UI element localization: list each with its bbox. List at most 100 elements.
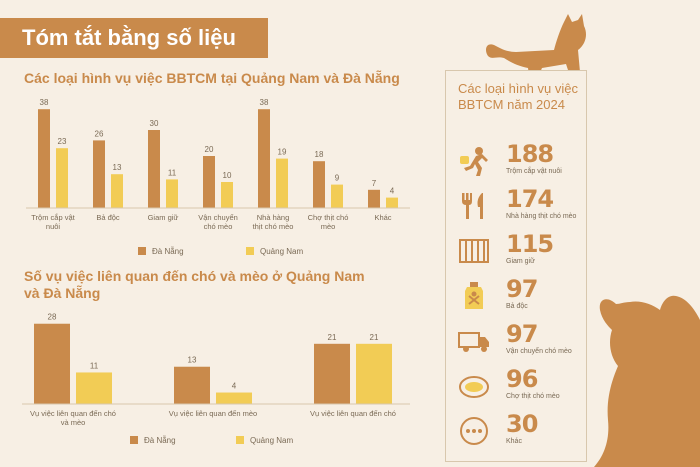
legend-swatch xyxy=(130,436,138,444)
data-label: 13 xyxy=(188,356,197,365)
data-label: 11 xyxy=(90,361,99,370)
category-label: Vụ việc liên quan đến chó xyxy=(310,409,396,418)
stat-label: Trộm cắp vật nuôi xyxy=(506,168,562,175)
chart2-title: Số vụ việc liên quan đến chó và mèo ở Qu… xyxy=(24,268,365,301)
stat-value: 115 xyxy=(506,230,554,258)
category-label: Giam giữ xyxy=(148,213,179,222)
stat-label: Chợ thịt chó mèo xyxy=(506,393,560,400)
more-dots-icon xyxy=(458,416,490,446)
stat-item: 30 Khác xyxy=(446,410,588,464)
legend-swatch xyxy=(246,247,254,255)
data-label: 26 xyxy=(95,129,104,138)
category-label: Vụ việc liên quan đến mèo xyxy=(169,409,257,418)
category-label: Khác xyxy=(374,213,391,222)
bar-1-0-0 xyxy=(38,109,50,208)
cat-silhouette-icon xyxy=(486,14,586,82)
stat-item: 174 Nhà hàng thịt chó mèo xyxy=(446,185,588,239)
bar-2-0-0 xyxy=(34,323,70,404)
bar-2-1-1 xyxy=(216,392,252,404)
stat-value: 97 xyxy=(506,320,538,348)
data-label: 38 xyxy=(260,98,269,107)
bar-1-0-1 xyxy=(56,148,68,208)
category-label: Trộm cắp vật xyxy=(31,213,75,222)
stat-value: 188 xyxy=(506,140,554,168)
data-label: 4 xyxy=(390,187,395,196)
data-label: 18 xyxy=(315,150,324,159)
stat-item: 96 Chợ thịt chó mèo xyxy=(446,365,588,419)
category-label: nuôi xyxy=(46,222,61,231)
stat-value: 97 xyxy=(506,275,538,303)
fork-knife-icon xyxy=(458,191,490,221)
stat-label: Giam giữ xyxy=(506,258,535,265)
dog-silhouette-icon xyxy=(594,295,700,467)
category-label: Vận chuyển xyxy=(198,213,238,222)
category-label: Bả độc xyxy=(96,213,120,222)
data-label: 7 xyxy=(372,179,377,188)
bar-1-4-1 xyxy=(276,158,288,208)
data-label: 23 xyxy=(58,137,67,146)
category-label: mèo xyxy=(321,222,336,231)
legend-label: Quảng Nam xyxy=(250,436,293,445)
thief-running-icon xyxy=(458,146,490,176)
stat-label: Vận chuyển chó mèo xyxy=(506,348,572,355)
poison-bottle-icon xyxy=(458,281,490,311)
data-label: 38 xyxy=(40,98,49,107)
cage-icon xyxy=(458,236,490,266)
data-label: 20 xyxy=(205,145,214,154)
data-label: 21 xyxy=(328,333,337,342)
summary-panel: Các loại hình vụ việc BBTCM năm 2024 188… xyxy=(445,70,587,462)
legend-label: Đà Nẵng xyxy=(144,436,176,445)
stat-item: 115 Giam giữ xyxy=(446,230,588,284)
bar-1-1-0 xyxy=(93,140,105,208)
bar-2-1-0 xyxy=(174,366,210,404)
category-label: chó mèo xyxy=(204,222,233,231)
data-label: 21 xyxy=(370,333,379,342)
stat-item: 97 Bả độc xyxy=(446,275,588,329)
bar-1-3-1 xyxy=(221,182,233,208)
stat-label: Khác xyxy=(506,438,522,445)
data-label: 9 xyxy=(335,174,340,183)
category-label: Nhà hàng xyxy=(257,213,290,222)
bar-1-5-1 xyxy=(331,184,343,208)
bar-1-1-1 xyxy=(111,174,123,208)
bar-1-5-0 xyxy=(313,161,325,208)
bar-1-6-0 xyxy=(368,189,380,208)
data-label: 11 xyxy=(168,168,177,177)
panel-title: Các loại hình vụ việc BBTCM năm 2024 xyxy=(458,81,578,112)
page-title: Tóm tắt bằng số liệu xyxy=(22,25,236,50)
category-label: Chợ thịt chó xyxy=(308,213,349,222)
truck-icon xyxy=(458,326,490,356)
stat-item: 188 Trộm cắp vật nuôi xyxy=(446,140,588,194)
data-label: 10 xyxy=(223,171,232,180)
legend-label: Đà Nẵng xyxy=(152,247,184,256)
bar-1-4-0 xyxy=(258,109,270,208)
legend-swatch xyxy=(236,436,244,444)
data-label: 30 xyxy=(150,119,159,128)
bar-1-3-0 xyxy=(203,156,215,208)
data-label: 28 xyxy=(48,313,57,322)
stat-value: 96 xyxy=(506,365,538,393)
bar-2-2-0 xyxy=(314,343,350,404)
stat-value: 30 xyxy=(506,410,538,438)
data-label: 4 xyxy=(232,382,237,391)
stat-item: 97 Vận chuyển chó mèo xyxy=(446,320,588,374)
category-label: Vụ việc liên quan đến chó xyxy=(30,409,116,418)
legend-label: Quảng Nam xyxy=(260,247,303,256)
stat-label: Bả độc xyxy=(506,303,528,310)
category-label: thịt chó mèo xyxy=(253,222,294,231)
bar-2-0-1 xyxy=(76,372,112,404)
chart1-title: Các loại hình vụ việc BBTCM tại Quảng Na… xyxy=(24,70,400,86)
page-banner: Tóm tắt bằng số liệu xyxy=(0,18,268,58)
stat-label: Nhà hàng thịt chó mèo xyxy=(506,213,577,220)
data-label: 19 xyxy=(278,148,287,157)
bar-1-6-1 xyxy=(386,197,398,208)
meat-icon xyxy=(458,371,490,401)
data-label: 13 xyxy=(113,163,122,172)
bar-1-2-0 xyxy=(148,130,160,208)
category-label: và mèo xyxy=(61,418,86,427)
bar-2-2-1 xyxy=(356,343,392,404)
legend-swatch xyxy=(138,247,146,255)
stat-value: 174 xyxy=(506,185,554,213)
bar-1-2-1 xyxy=(166,179,178,208)
